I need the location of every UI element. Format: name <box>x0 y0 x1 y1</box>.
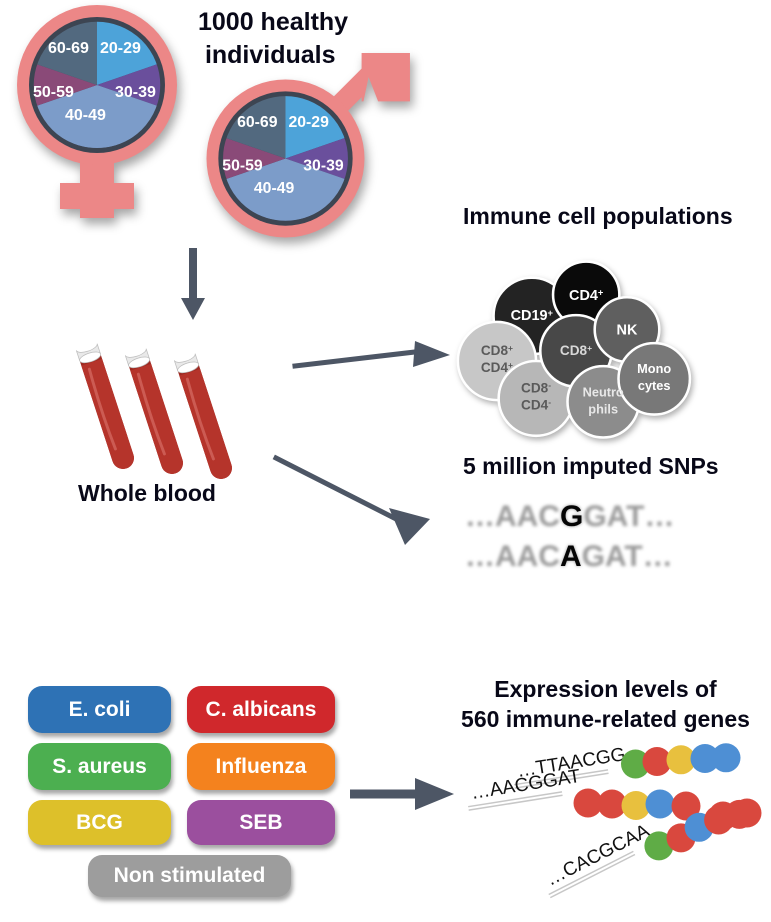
svg-text:Mono: Mono <box>637 361 671 376</box>
svg-text:CD8-: CD8- <box>521 380 551 395</box>
svg-text:50-59: 50-59 <box>222 157 263 174</box>
svg-text:Neutro: Neutro <box>583 385 624 400</box>
svg-text:20-29: 20-29 <box>100 40 141 57</box>
svg-text:60-69: 60-69 <box>48 40 89 57</box>
svg-text:60-69: 60-69 <box>237 114 278 131</box>
svg-text:CD4-: CD4- <box>521 397 551 412</box>
svg-text:40-49: 40-49 <box>65 107 106 124</box>
svg-text:30-39: 30-39 <box>303 157 344 174</box>
svg-text:CD19+: CD19+ <box>511 308 554 324</box>
svg-text:phils: phils <box>588 402 618 417</box>
svg-text:20-29: 20-29 <box>288 114 329 131</box>
svg-text:cytes: cytes <box>638 378 671 393</box>
svg-text:50-59: 50-59 <box>33 84 74 101</box>
svg-text:…CACGCAA: …CACGCAA <box>543 820 653 890</box>
svg-text:NK: NK <box>617 323 638 339</box>
svg-text:30-39: 30-39 <box>115 84 156 101</box>
svg-text:40-49: 40-49 <box>254 180 295 197</box>
